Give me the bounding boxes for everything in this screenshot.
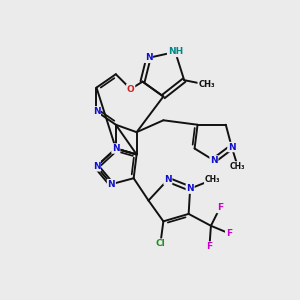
Text: N: N [93,162,100,171]
Text: N: N [93,107,100,116]
Text: CH₃: CH₃ [205,175,220,184]
Text: N: N [186,184,194,193]
Text: O: O [127,85,135,94]
Text: NH: NH [168,47,183,56]
Text: N: N [164,175,172,184]
Text: F: F [217,203,223,212]
Text: N: N [228,142,236,152]
Text: Cl: Cl [155,239,165,248]
Text: N: N [210,156,218,165]
Text: CH₃: CH₃ [230,162,245,171]
Text: N: N [145,53,152,62]
Text: N: N [107,180,115,189]
Text: N: N [112,144,120,153]
Text: F: F [226,229,232,238]
Text: F: F [206,242,212,251]
Text: CH₃: CH₃ [198,80,215,89]
